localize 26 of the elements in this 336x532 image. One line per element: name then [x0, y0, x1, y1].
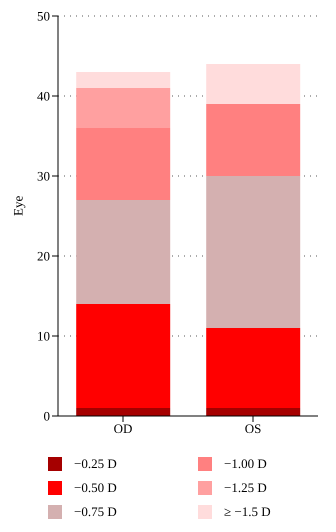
y-tick-label: 0 [44, 408, 50, 424]
y-tick-label: 40 [37, 88, 50, 104]
legend-label: −0.50 D [74, 480, 117, 496]
bar [76, 408, 170, 416]
y-tick-label: 20 [37, 248, 50, 264]
legend-label: −0.75 D [74, 504, 117, 520]
legend-label: −1.00 D [224, 456, 267, 472]
x-tick-label: OS [244, 421, 262, 436]
y-tick-label: 50 [37, 8, 50, 24]
y-axis-title: Eye [10, 196, 26, 216]
bar [206, 104, 300, 176]
bar [76, 88, 170, 128]
bar [206, 408, 300, 416]
y-tick-label: 30 [37, 168, 50, 184]
x-tick-label: OD [114, 421, 132, 436]
bar [206, 176, 300, 328]
bar [76, 128, 170, 200]
bar [206, 328, 300, 408]
bar [76, 304, 170, 408]
bar [206, 64, 300, 104]
legend-label: ≥ −1.5 D [224, 504, 271, 520]
bar [76, 200, 170, 304]
bar [76, 72, 170, 88]
legend-label: −0.25 D [74, 456, 117, 472]
legend-label: −1.25 D [224, 480, 267, 496]
y-tick-label: 10 [37, 328, 50, 344]
